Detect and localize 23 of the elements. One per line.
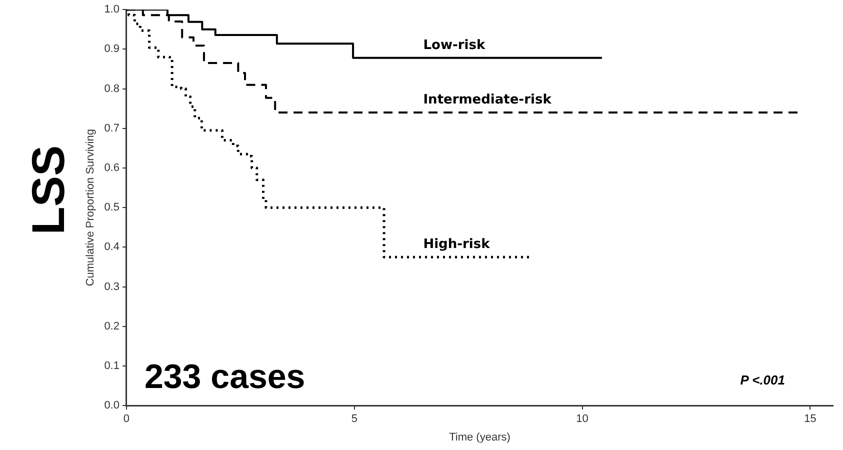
y-tick-label: 0.9 — [104, 43, 120, 56]
y-tick-label: 0.1 — [104, 360, 120, 372]
y-tick-label: 0.4 — [104, 241, 120, 254]
series-label: Intermediate-risk — [423, 92, 552, 108]
series-label: High-risk — [423, 236, 490, 252]
annotation: P <.001 — [740, 372, 785, 388]
y-tick-label: 0.8 — [104, 82, 120, 95]
y-tick-label: 0.3 — [104, 280, 120, 293]
x-axis-title: Time (years) — [449, 431, 510, 444]
y-tick-label: 1.0 — [104, 4, 120, 16]
y-tick-label: 0.5 — [104, 202, 120, 214]
y-tick-label: 0.0 — [104, 400, 120, 412]
text: LSS — [22, 145, 74, 235]
annotation: 233 cases — [144, 358, 306, 396]
y-tick-label: 0.2 — [104, 320, 120, 332]
x-tick-label: 0 — [123, 413, 130, 426]
series-label: Low-risk — [423, 38, 486, 53]
x-tick-label: 5 — [351, 413, 358, 426]
y-axis-title: Cumulative Proportion Surviving — [84, 129, 97, 286]
y-tick-label: 0.6 — [104, 162, 120, 174]
y-tick-label: 0.7 — [104, 122, 120, 134]
x-tick-label: 10 — [576, 413, 588, 426]
x-tick-label: 15 — [804, 413, 816, 426]
